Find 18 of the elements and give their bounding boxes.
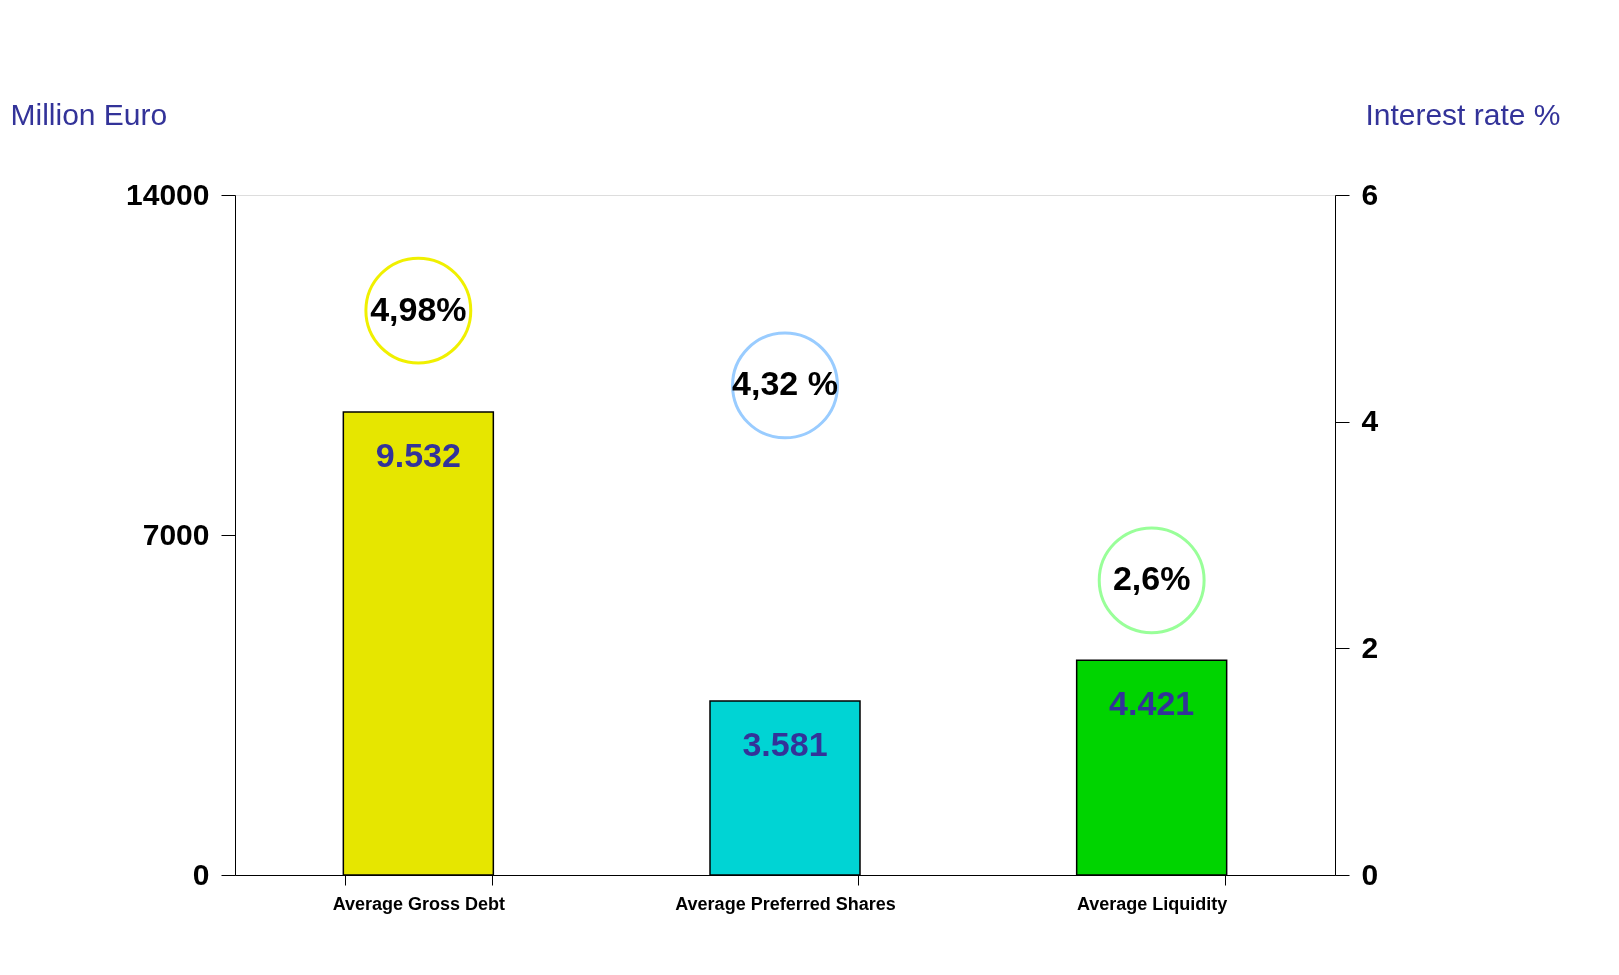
x-tick-label: Average Preferred Shares [675,893,896,914]
data-label: 4,98% [370,289,467,328]
x-tick-label: Average Gross Debt [332,893,506,914]
data-label: 4,32 % [732,364,838,403]
data-label: 3.581 [742,725,828,764]
y-tick-label: 14000 [126,177,210,211]
y-tick-label: 7000 [142,517,210,551]
y2-tick-label: 0 [1361,857,1379,891]
y-tick-label: 0 [192,857,210,891]
x-tick-label: Average Liquidity [1076,893,1228,914]
data-label: 2,6% [1112,559,1191,598]
y2-tick-label: 6 [1361,177,1379,211]
y2-tick-label: 2 [1361,630,1379,664]
y2-axis-title: Interest rate % [1365,97,1561,131]
y-axis-title: Million Euro [10,97,168,131]
y2-tick-label: 4 [1361,404,1379,438]
data-label: 4.421 [1109,684,1195,723]
data-label: 9.532 [375,436,461,475]
